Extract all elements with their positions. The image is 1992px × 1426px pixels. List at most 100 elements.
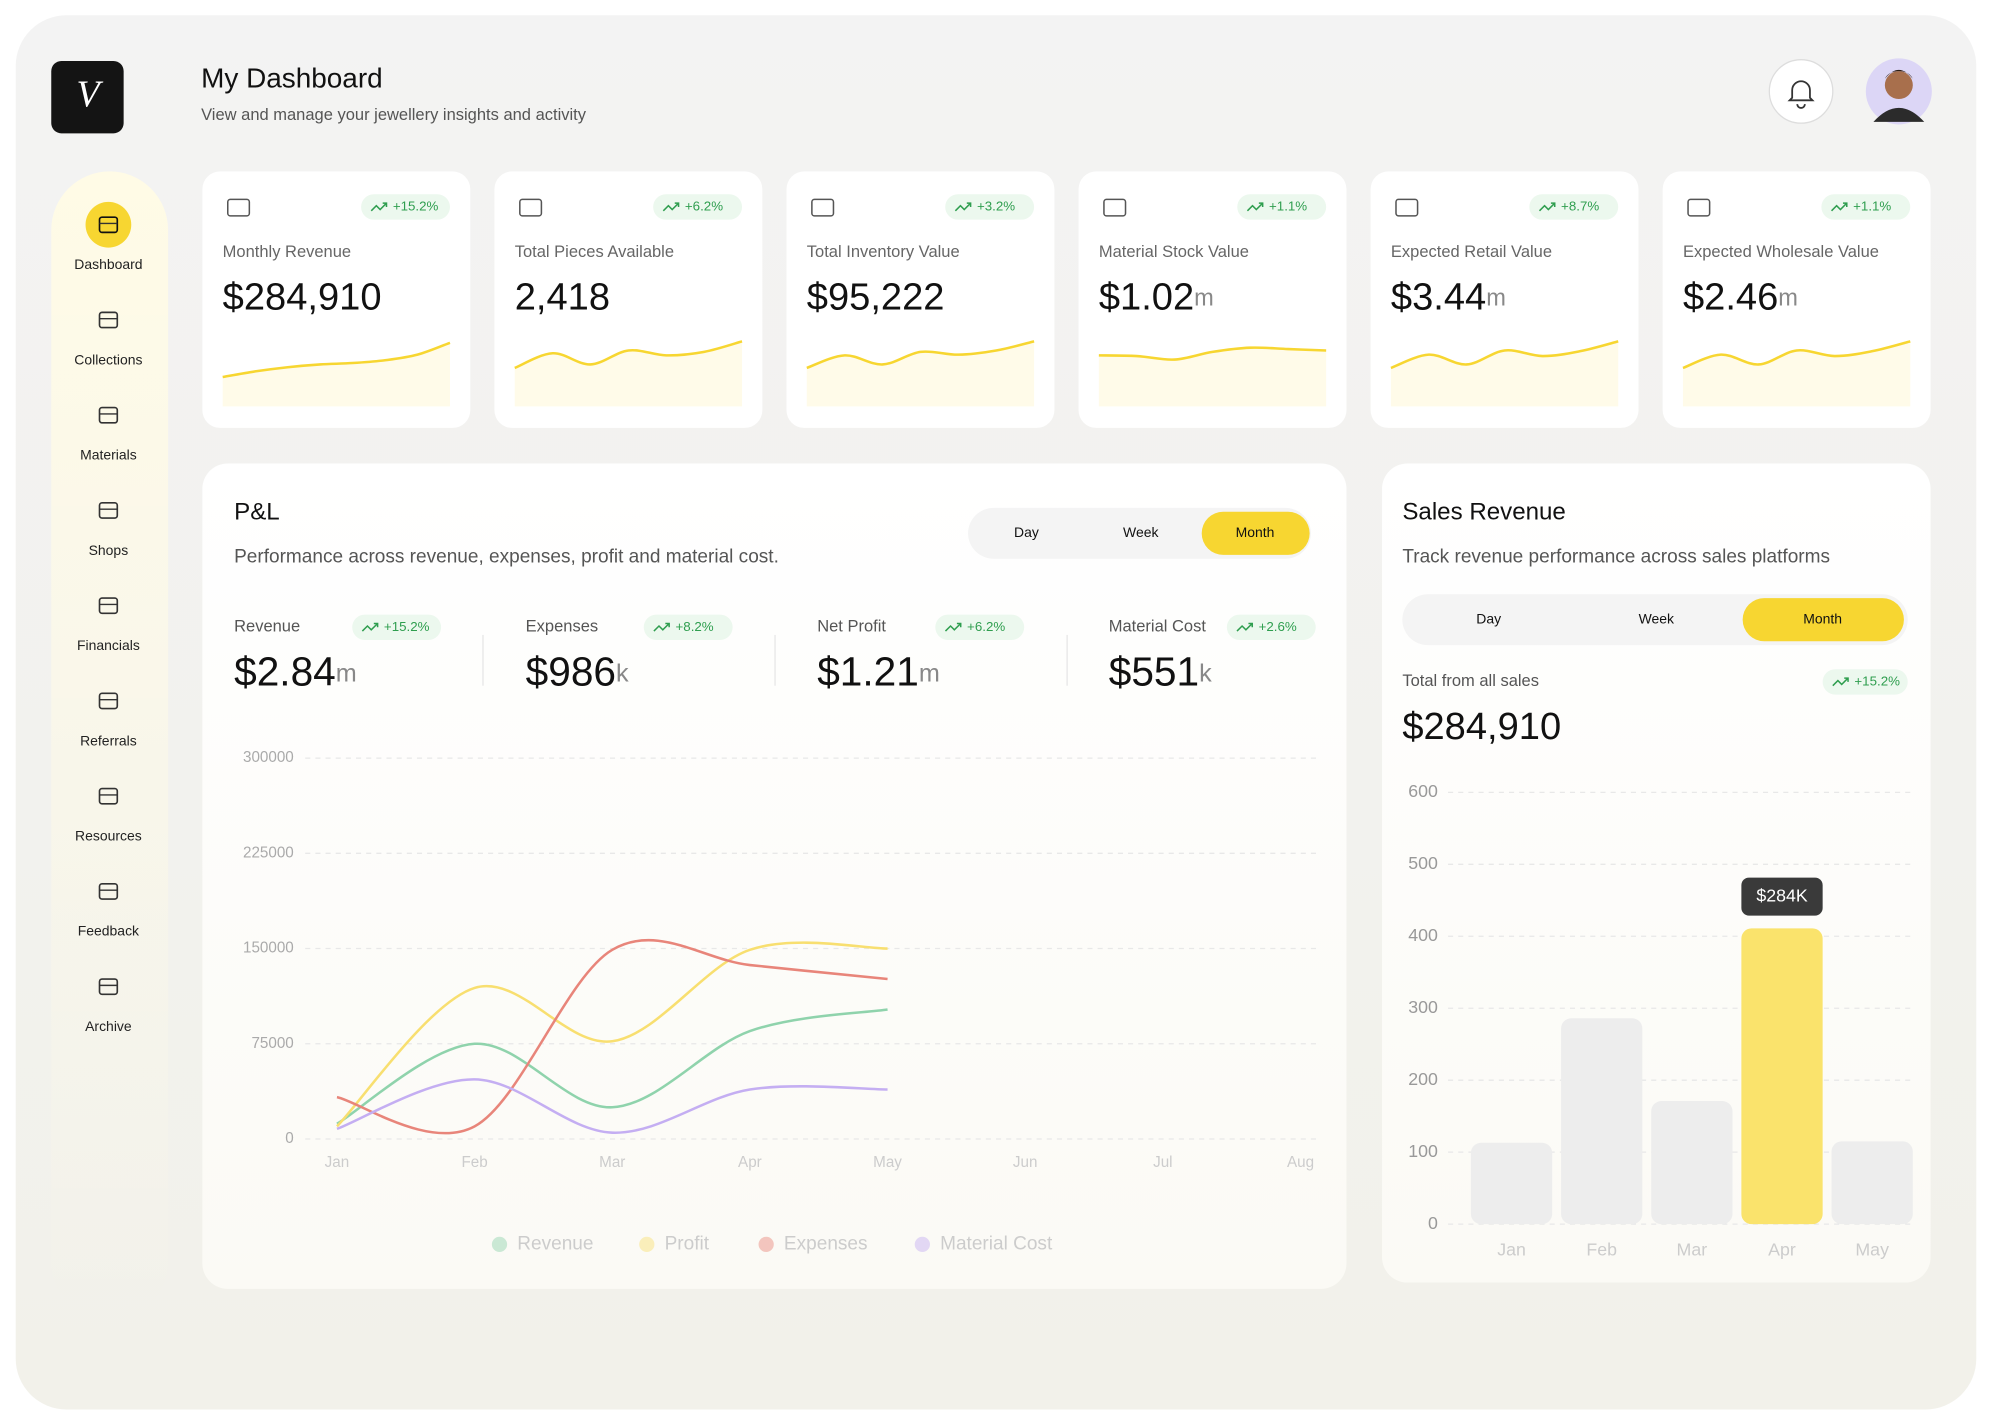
- y-tick-label: 200: [1408, 1069, 1438, 1089]
- stat-icon: [1395, 198, 1419, 217]
- stat-icon: [811, 198, 835, 217]
- value-number: $551: [1109, 648, 1199, 694]
- change-text: +6.2%: [967, 619, 1005, 634]
- sparkline: [1682, 340, 1911, 370]
- nav-label[interactable]: Archive: [85, 1018, 132, 1034]
- x-tick-label: Aug: [1287, 1154, 1314, 1171]
- bar: [1831, 1141, 1913, 1225]
- nav-icon: [98, 692, 119, 710]
- x-tick-label: Feb: [1586, 1239, 1617, 1259]
- y-tick-label: 400: [1408, 925, 1438, 945]
- change-text: +15.2%: [1854, 673, 1900, 688]
- tab[interactable]: Week: [1639, 610, 1674, 626]
- y-tick-label: 225000: [243, 844, 294, 861]
- stat-label: Expected Retail Value: [1391, 243, 1552, 261]
- stat-icon: [1103, 198, 1127, 217]
- change-badge: [1822, 669, 1908, 695]
- metric-label: Net Profit: [817, 618, 886, 636]
- nav-label[interactable]: Collections: [74, 351, 142, 367]
- tab[interactable]: Month: [1236, 524, 1275, 540]
- value: $3.44m: [1391, 277, 1506, 319]
- pnl-active-tab: [1201, 511, 1310, 555]
- sparkline: [514, 340, 743, 370]
- value-number: $2.84: [234, 648, 336, 694]
- sparkline-area: [1098, 347, 1327, 407]
- sales-active-tab: [1742, 598, 1904, 642]
- avatar-hair: [1884, 69, 1913, 79]
- nav-icon: [98, 311, 119, 329]
- stat-label: Total Pieces Available: [515, 243, 674, 261]
- value: $95,222: [807, 277, 945, 319]
- nav-label[interactable]: Feedback: [78, 923, 139, 939]
- trend-up-icon: [361, 622, 379, 632]
- metric-label: Revenue: [234, 618, 300, 636]
- avatar-shirt: [1873, 107, 1925, 122]
- x-tick-label: May: [1855, 1239, 1889, 1259]
- tab[interactable]: Day: [1014, 524, 1039, 540]
- nav-label[interactable]: Materials: [80, 447, 137, 463]
- sparkline-area: [514, 341, 743, 407]
- value-number: $284,910: [223, 277, 382, 319]
- legend-dot: [914, 1236, 930, 1253]
- bell-icon: [1787, 80, 1815, 109]
- x-tick-label: Mar: [1677, 1239, 1708, 1259]
- trend-up-icon: [954, 202, 972, 212]
- change-badge: [643, 614, 733, 640]
- value-unit: m: [919, 659, 940, 687]
- stat-label: Expected Wholesale Value: [1683, 243, 1879, 261]
- sparkline: [806, 340, 1035, 370]
- line-series: [336, 939, 888, 1135]
- stat-icon: [227, 198, 251, 217]
- stat-label: Total Inventory Value: [807, 243, 960, 261]
- y-tick-label: 150000: [243, 940, 294, 957]
- nav-icon: [98, 882, 119, 900]
- x-tick-label: Apr: [1768, 1239, 1796, 1259]
- y-tick-label: 0: [1428, 1213, 1438, 1233]
- value-unit: m: [1194, 286, 1214, 312]
- change-badge: [1821, 194, 1911, 220]
- legend-label: Revenue: [517, 1233, 593, 1254]
- pnl-card: [202, 463, 1347, 1289]
- nav-label[interactable]: Referrals: [80, 732, 137, 748]
- trend-up-icon: [944, 622, 962, 632]
- nav-label[interactable]: Financials: [77, 637, 140, 653]
- sparkline-area: [222, 342, 450, 407]
- change-text: +8.2%: [675, 619, 713, 634]
- nav-label[interactable]: Shops: [89, 542, 129, 558]
- change-badge: [1529, 194, 1619, 220]
- nav-icon: [98, 978, 119, 996]
- pnl-subtitle: Performance across revenue, expenses, pr…: [234, 546, 779, 567]
- logo-box[interactable]: [51, 60, 124, 134]
- nav-label[interactable]: Resources: [75, 827, 142, 843]
- line-series: [336, 1008, 888, 1125]
- trend-up-icon: [1236, 622, 1254, 632]
- x-tick-label: Mar: [599, 1154, 625, 1171]
- change-text: +1.1%: [1853, 198, 1891, 213]
- x-tick-label: Feb: [461, 1154, 487, 1171]
- change-text: +2.6%: [1259, 619, 1297, 634]
- trend-up-icon: [1832, 677, 1849, 687]
- pnl-title: P&L: [234, 498, 280, 525]
- tab[interactable]: Week: [1123, 524, 1158, 540]
- trend-up-icon: [653, 622, 670, 632]
- tab[interactable]: Day: [1476, 610, 1501, 626]
- bar: [1741, 928, 1823, 1225]
- logo: V: [76, 74, 103, 116]
- change-text: +15.2%: [393, 198, 439, 213]
- legend-dot: [639, 1236, 655, 1253]
- tab[interactable]: Month: [1803, 610, 1842, 626]
- tooltip-text: $284K: [1756, 885, 1808, 905]
- stat-icon: [1687, 198, 1711, 217]
- notification-button[interactable]: [1768, 59, 1834, 124]
- value-unit: m: [1778, 286, 1798, 312]
- change-text: +6.2%: [685, 198, 723, 213]
- bar: [1561, 1018, 1643, 1225]
- x-tick-label: Apr: [738, 1154, 762, 1171]
- y-tick-label: 100: [1408, 1141, 1438, 1161]
- sparkline-area: [1682, 341, 1911, 407]
- value-number: $2.46: [1683, 277, 1778, 319]
- nav-label[interactable]: Dashboard: [74, 256, 142, 272]
- sparkline: [222, 341, 451, 379]
- value-number: $3.44: [1391, 277, 1486, 319]
- value-unit: m: [336, 659, 357, 687]
